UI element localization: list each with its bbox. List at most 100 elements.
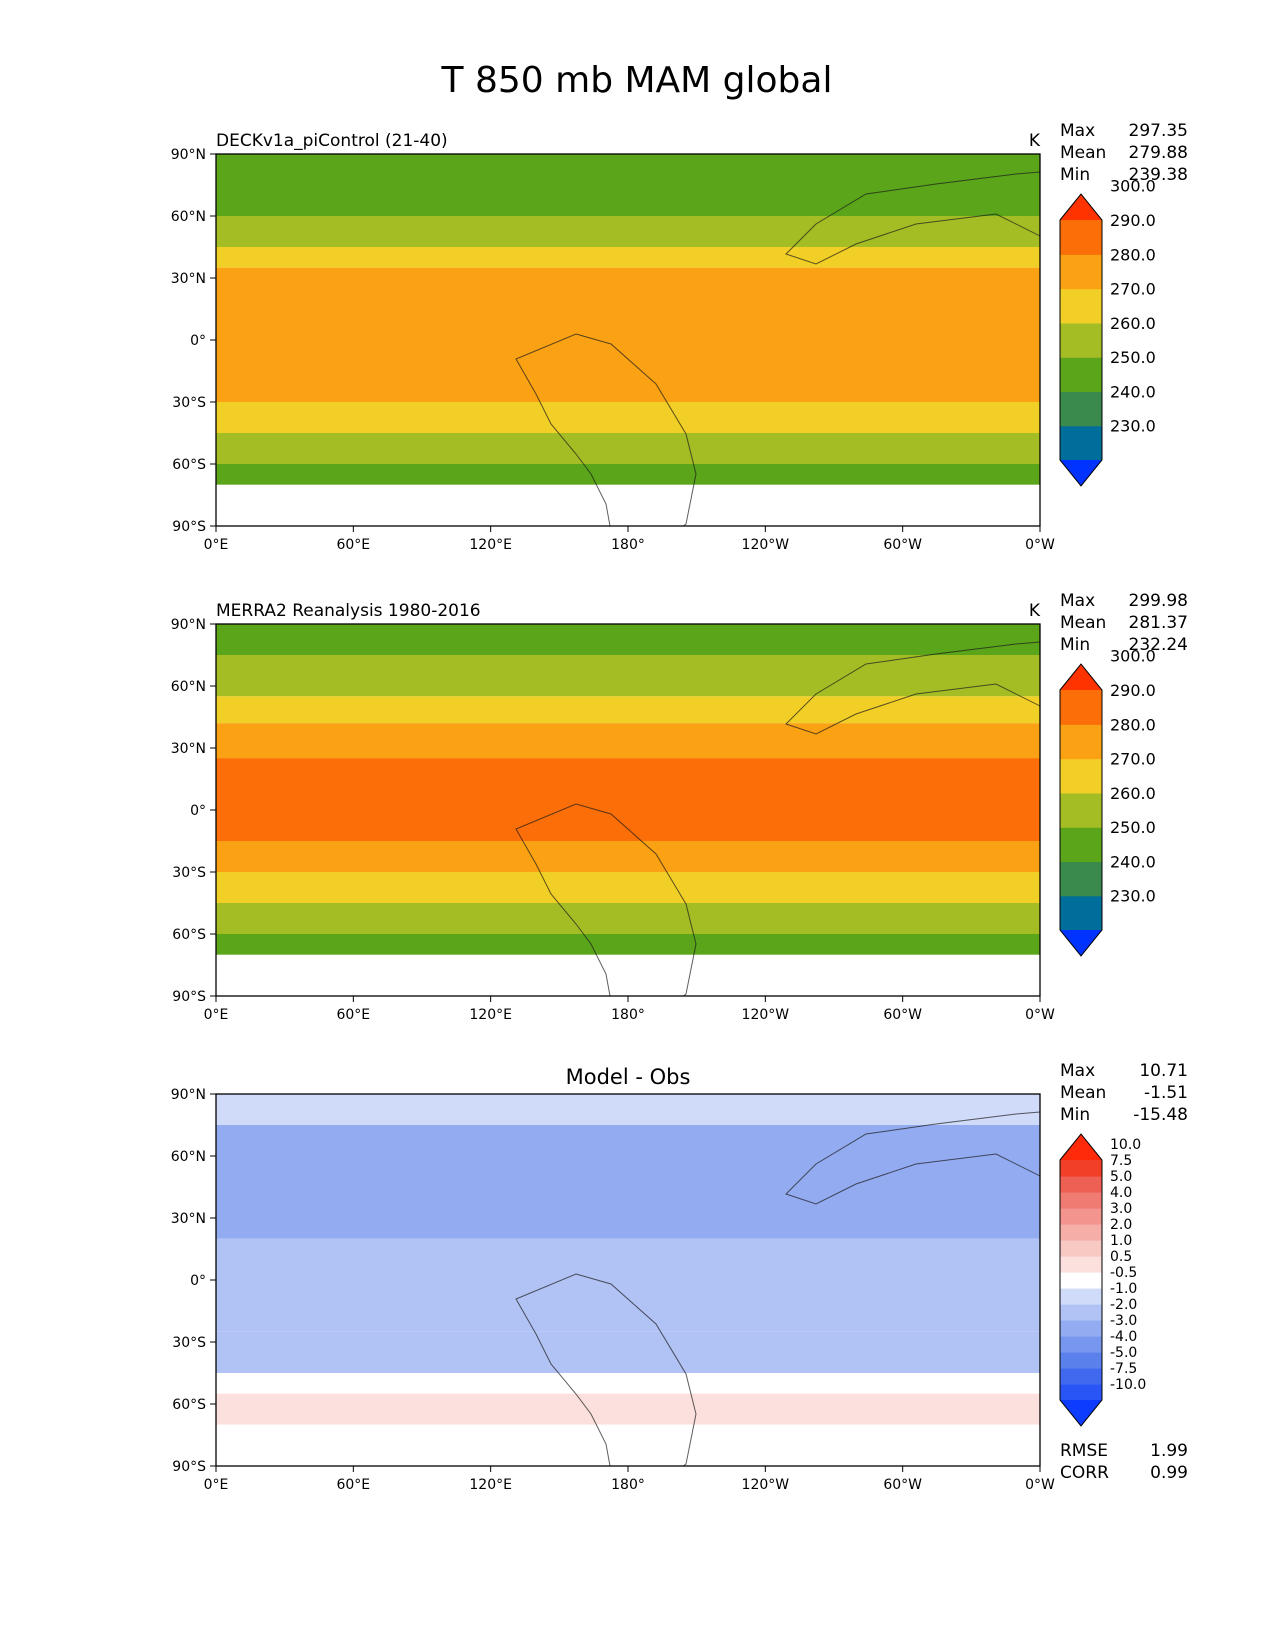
- metric-label: CORR: [1060, 1463, 1109, 1483]
- colorbar-tick-label: 280.0: [1110, 245, 1156, 264]
- x-tick-label: 120°E: [469, 1477, 512, 1493]
- contour-band: [216, 1424, 1040, 1466]
- colorbar-segment: [1060, 758, 1102, 794]
- y-tick-label: 90°N: [171, 147, 206, 163]
- stat-value: 232.24: [1129, 635, 1188, 655]
- x-tick-label: 180°: [611, 1477, 645, 1493]
- colorbar-tick-label: 7.5: [1110, 1153, 1132, 1169]
- colorbar-segment: [1060, 220, 1102, 255]
- colorbar-tick-label: 260.0: [1110, 784, 1156, 803]
- colorbar-tick-label: 230.0: [1110, 417, 1156, 436]
- contour-band: [216, 433, 1040, 464]
- contour-band: [216, 1125, 1040, 1187]
- colorbar-segment: [1060, 724, 1102, 760]
- map-area: [216, 1094, 1040, 1466]
- contour-band: [216, 216, 1040, 247]
- colorbar-segment: [1060, 1208, 1102, 1225]
- coastline: [515, 803, 697, 996]
- colorbar-segment: [1060, 690, 1102, 725]
- colorbar-tick-label: -7.5: [1110, 1361, 1137, 1377]
- colorbar-tick-label: 10.0: [1110, 1137, 1141, 1153]
- y-tick-label: 90°S: [172, 989, 206, 1005]
- panel-title: DECKv1a_piControl (21-40): [216, 131, 448, 151]
- contour-band: [216, 1373, 1040, 1394]
- contour-band: [216, 934, 1040, 955]
- colorbar-tick-label: 240.0: [1110, 852, 1156, 871]
- x-tick-label: 0°E: [204, 1007, 229, 1023]
- contour-band: [216, 872, 1040, 903]
- panel-title: MERRA2 Reanalysis 1980-2016: [216, 601, 481, 621]
- colorbar: 300.0 290.0 280.0 270.0 260.0 250.0 240.0 230.0: [1059, 177, 1156, 487]
- y-tick-label: 60°S: [172, 457, 206, 473]
- y-tick-label: 60°S: [172, 927, 206, 943]
- panel-1: DECKv1a_piControl (21-40) K 90°N 60°N 30°N 0°…: [171, 121, 1188, 553]
- x-tick-label: 60°W: [883, 1477, 922, 1493]
- colorbar-tick-label: 290.0: [1110, 211, 1156, 230]
- colorbar-segment: [1060, 1256, 1102, 1273]
- y-tick-label: 90°N: [171, 617, 206, 633]
- x-tick-label: 0°E: [204, 1477, 229, 1493]
- colorbar-segment: [1060, 288, 1102, 324]
- contour-band: [216, 655, 1040, 697]
- stat-value: 239.38: [1129, 165, 1188, 185]
- x-tick-label: 180°: [611, 1007, 645, 1023]
- colorbar-tick-label: 1.0: [1110, 1233, 1132, 1249]
- y-tick-label: 30°N: [171, 271, 206, 287]
- colorbar-tick-label: 0.5: [1110, 1249, 1132, 1265]
- colorbar-tick-label: 270.0: [1110, 280, 1156, 299]
- figure-title: T 850 mb MAM global: [441, 60, 833, 101]
- x-tick-label: 0°W: [1025, 537, 1055, 553]
- contour-band: [216, 247, 1040, 268]
- stat-label: Min: [1060, 1105, 1090, 1125]
- colorbar-tick-label: 240.0: [1110, 382, 1156, 401]
- colorbar: 300.0 290.0 280.0 270.0 260.0 250.0 240.0 230.0: [1059, 647, 1156, 957]
- colorbar-segment: [1060, 827, 1102, 863]
- contour-band: [216, 154, 1040, 185]
- x-tick-label: 120°W: [742, 1007, 790, 1023]
- y-tick-label: 0°: [190, 803, 206, 819]
- metric-value: 0.99: [1150, 1463, 1188, 1483]
- stat-value: 10.71: [1139, 1061, 1188, 1081]
- coastline: [785, 641, 1040, 735]
- colorbar-tick-label: -4.0: [1110, 1329, 1137, 1345]
- y-tick-label: 60°N: [171, 1149, 206, 1165]
- colorbar-segment: [1060, 792, 1102, 828]
- colorbar-extend-top: [1060, 664, 1102, 690]
- units-label: K: [1029, 601, 1041, 621]
- x-tick-label: 60°E: [336, 1007, 370, 1023]
- x-tick-label: 0°W: [1025, 1477, 1055, 1493]
- colorbar-segment: [1060, 1320, 1102, 1337]
- stat-value: 281.37: [1129, 613, 1188, 633]
- colorbar-segment: [1060, 1192, 1102, 1209]
- y-tick-label: 30°N: [171, 1211, 206, 1227]
- metric-label: RMSE: [1060, 1441, 1108, 1461]
- y-tick-label: 90°S: [172, 1459, 206, 1475]
- stat-label: Max: [1060, 121, 1095, 141]
- x-tick-label: 60°E: [336, 537, 370, 553]
- panels: DECKv1a_piControl (21-40) K 90°N 60°N 30°N 0°…: [171, 121, 1188, 1493]
- stat-label: Max: [1060, 1061, 1095, 1081]
- colorbar-segment: [1060, 1368, 1102, 1385]
- colorbar-tick-label: -10.0: [1110, 1377, 1146, 1393]
- x-tick-label: 120°E: [469, 1007, 512, 1023]
- y-tick-label: 0°: [190, 333, 206, 349]
- coastline: [785, 171, 1040, 265]
- colorbar-extend-bottom: [1060, 460, 1102, 486]
- colorbar-tick-label: 300.0: [1110, 647, 1156, 666]
- colorbar-outline: [1059, 193, 1103, 487]
- colorbar-tick-label: -5.0: [1110, 1345, 1137, 1361]
- stat-label: Min: [1060, 635, 1090, 655]
- coastline: [515, 333, 697, 526]
- colorbar-segment: [1060, 895, 1102, 931]
- colorbar-extend-bottom: [1060, 1400, 1102, 1426]
- colorbar-tick-label: 3.0: [1110, 1201, 1132, 1217]
- panel-2: MERRA2 Reanalysis 1980-2016 K 90°N 60°N 30°N…: [171, 591, 1188, 1023]
- stat-value: -15.48: [1133, 1105, 1188, 1125]
- panel-title: Model - Obs: [566, 1065, 691, 1089]
- stat-value: 299.98: [1129, 591, 1188, 611]
- y-tick-label: 30°S: [172, 1335, 206, 1351]
- colorbar-outline: [1059, 663, 1103, 957]
- x-tick-label: 180°: [611, 537, 645, 553]
- y-tick-label: 0°: [190, 1273, 206, 1289]
